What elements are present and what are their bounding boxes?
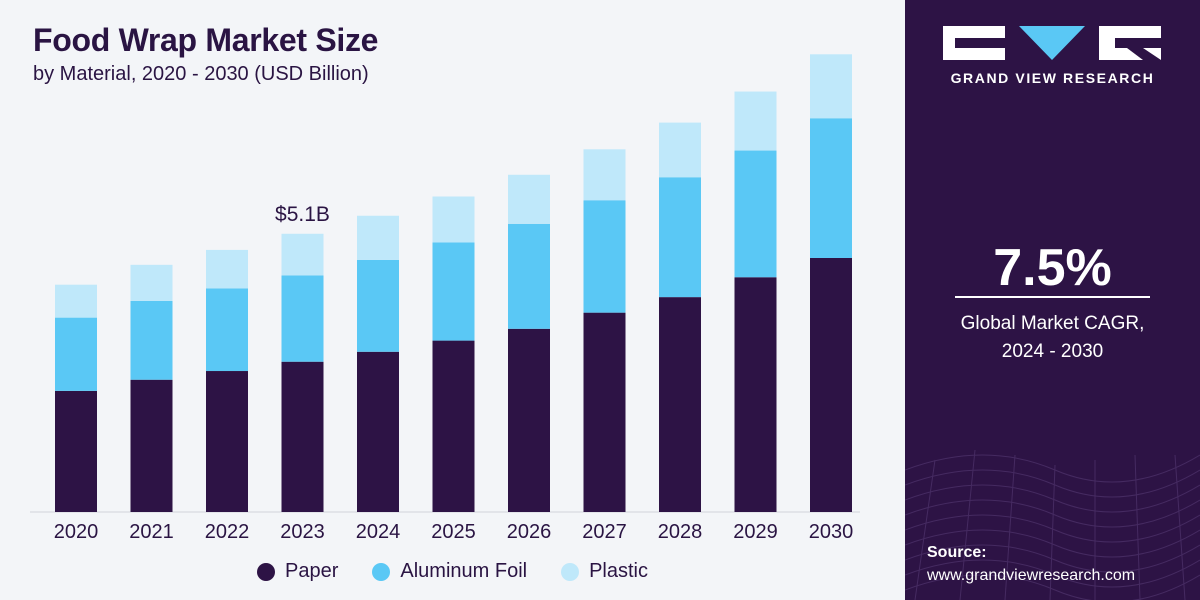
cagr-label: Global Market CAGR, 2024 - 2030 [905,310,1200,366]
legend-swatch [257,562,275,581]
chart-legend: Paper Aluminum Foil Plastic [0,560,905,583]
x-tick-label: 2029 [733,521,778,543]
cagr-divider [955,296,1150,298]
x-tick-label: 2024 [356,521,401,543]
bar-paper-2021 [130,379,173,512]
x-tick-label: 2030 [809,521,854,543]
bar-paper-2029 [734,277,777,512]
bar-aluminum-foil-2023 [281,275,324,362]
x-tick-label: 2026 [507,521,552,543]
bar-paper-2026 [508,328,550,512]
bar-paper-2028 [659,297,701,512]
bar-aluminum-foil-2027 [583,200,626,313]
x-tick-label: 2027 [582,521,627,543]
gvr-logo [943,26,1161,60]
bar-aluminum-foil-2021 [130,300,173,380]
bar-aluminum-foil-2029 [734,150,777,278]
bar-plastic-2030 [810,54,852,119]
cagr-label-line1: Global Market CAGR, [960,313,1145,334]
legend-swatch [372,562,391,581]
chart-panel: Food Wrap Market Size by Material, 2020 … [0,22,905,583]
bar-aluminum-foil-2020 [55,317,97,391]
bar-plastic-2024 [357,215,399,260]
x-tick-label: 2023 [280,521,325,543]
chart-subtitle: by Material, 2020 - 2030 (USD Billion) [33,63,369,85]
bar-aluminum-foil-2024 [357,259,399,352]
bar-aluminum-foil-2030 [810,118,852,258]
legend-label: Plastic [589,560,648,582]
bar-plastic-2026 [508,174,550,224]
legend-label: Aluminum Foil [400,560,528,582]
bar-aluminum-foil-2028 [659,177,701,298]
bar-plastic-2020 [55,284,97,318]
x-tick-label: 2021 [129,521,174,543]
bar-paper-2023 [281,361,324,512]
bar-plastic-2027 [583,149,626,201]
legend-item-plastic: Plastic [561,560,648,583]
legend-item-aluminum-foil: Aluminum Foil [372,560,527,583]
x-tick-label: 2025 [431,521,476,543]
bar-plastic-2023 [281,233,324,276]
brand-name: GRAND VIEW RESEARCH [950,70,1155,86]
bar-plastic-2025 [432,196,475,243]
info-sidebar: GRAND VIEW RESEARCH 7.5% Global Market C… [905,0,1200,600]
legend-label: Paper [285,560,339,582]
cagr-value: 7.5% [993,239,1112,297]
bar-plastic-2022 [206,249,248,289]
bar-chart: 2020 2021 2022 2023 $5.1B 2024 2025 2026 2027 202… [30,54,860,543]
legend-swatch [561,562,580,581]
chart-title: Food Wrap Market Size [33,22,379,58]
source-label: Source: [927,544,987,561]
bar-paper-2024 [357,351,399,512]
bar-paper-2025 [432,340,475,512]
bar-aluminum-foil-2025 [432,242,475,341]
x-tick-label: 2022 [205,521,250,543]
bar-paper-2027 [583,312,626,512]
bar-plastic-2028 [659,122,701,178]
bar-plastic-2021 [130,264,173,301]
bar-aluminum-foil-2026 [508,223,550,329]
data-label-2023: $5.1B [275,203,330,226]
wave-mesh-decoration [905,449,1200,600]
x-tick-label: 2020 [54,521,99,543]
bar-aluminum-foil-2022 [206,288,248,372]
cagr-label-line2: 2024 - 2030 [1001,341,1104,362]
source-url[interactable]: www.grandviewresearch.com [927,567,1136,584]
bar-paper-2020 [55,390,97,512]
x-tick-label: 2028 [658,521,703,543]
legend-item-paper: Paper [257,560,338,583]
bar-plastic-2029 [734,91,777,151]
bar-paper-2022 [206,371,248,512]
bar-paper-2030 [810,257,852,512]
